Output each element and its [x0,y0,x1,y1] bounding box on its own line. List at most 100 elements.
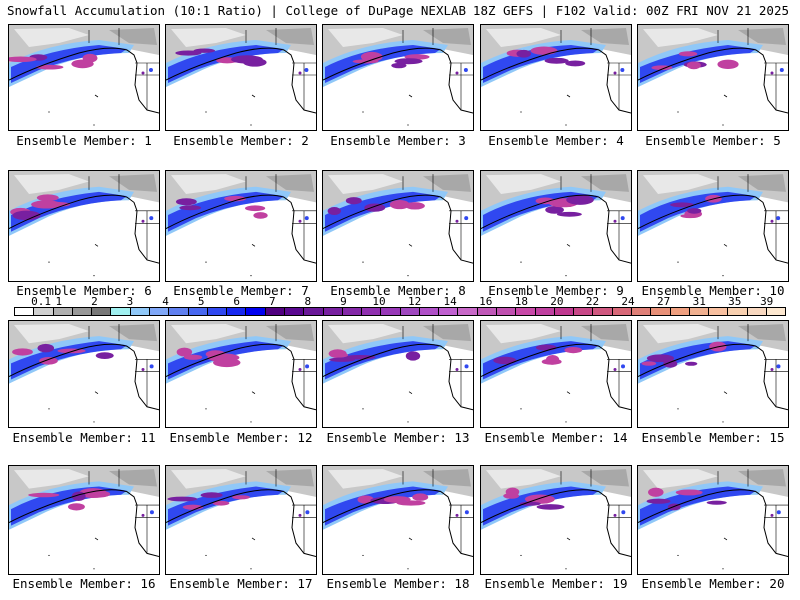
colorbar-swatch [284,308,305,315]
colorbar-tick-label: 12 [407,295,422,308]
colorbar-swatch [72,308,93,315]
snowfall-map [165,170,317,282]
snowfall-map [637,170,789,282]
colorbar-swatch [130,308,150,315]
colorbar-swatch [362,308,382,315]
colorbar-swatch [227,308,247,315]
colorbar-tick-label: 8 [304,295,312,308]
colorbar-swatch [381,308,401,315]
ensemble-member-label: Ensemble Member: 20 [641,576,785,591]
colorbar-tick-label: 14 [443,295,457,308]
colorbar-tick-label: 4 [162,295,169,308]
snowfall-map [8,465,160,575]
colorbar-swatch [458,308,478,315]
ensemble-panel-3: Ensemble Member: 3 [322,24,474,148]
colorbar-swatch [265,308,285,315]
ensemble-member-label: Ensemble Member: 5 [645,133,781,148]
snowfall-map [480,465,632,575]
ensemble-panel-12: Ensemble Member: 12 [165,320,317,445]
snowfall-map [480,24,632,131]
ensemble-panel-6: Ensemble Member: 6 [8,170,160,298]
ensemble-panel-2: Ensemble Member: 2 [165,24,317,148]
ensemble-member-label: Ensemble Member: 3 [330,133,466,148]
snowfall-map [637,465,789,575]
colorbar-swatch [670,308,690,315]
ensemble-panel-13: Ensemble Member: 13 [322,320,474,445]
colorbar-swatch [149,308,170,315]
colorbar-tick-labels: 0.1 1 2 3 4 5 6 7 8 9 10 12 14 16 18 20 22 24 27 31 35 39 [14,295,786,308]
colorbar-swatch [689,308,710,315]
ensemble-member-label: Ensemble Member: 16 [12,576,156,591]
colorbar-tick-label: 3 [126,295,134,308]
colorbar-swatch [111,308,131,315]
colorbar-swatch [477,308,498,315]
snowfall-map [322,320,474,428]
ensemble-panel-16: Ensemble Member: 16 [8,465,160,591]
ensemble-panel-5: Ensemble Member: 5 [637,24,789,148]
colorbar-tick-label: 35 [728,295,742,308]
colorbar-swatch [304,308,324,315]
snowfall-map [8,320,160,428]
ensemble-member-label: Ensemble Member: 8 [330,283,466,298]
title-left: Snowfall Accumulation (10:1 Ratio) | Col… [7,3,467,18]
colorbar-swatch [207,308,228,315]
ensemble-member-label: Ensemble Member: 13 [326,430,470,445]
ensemble-member-label: Ensemble Member: 19 [484,576,628,591]
colorbar-tick-label: 39 [760,295,774,308]
colorbar-swatch [632,308,652,315]
colorbar-tick-label: 0.1 [31,295,51,308]
colorbar-swatch [709,308,729,315]
colorbar-swatch [612,308,632,315]
colorbar-tick-label: 27 [657,295,671,308]
ensemble-panel-4: Ensemble Member: 4 [480,24,632,148]
ensemble-member-label: Ensemble Member: 14 [484,430,628,445]
colorbar-tick-label: 18 [514,295,528,308]
ensemble-member-label: Ensemble Member: 1 [16,133,152,148]
colorbar-swatch [516,308,536,315]
colorbar-swatch [554,308,575,315]
colorbar-swatch [574,308,594,315]
snowfall-map [480,320,632,428]
ensemble-panel-15: Ensemble Member: 15 [637,320,789,445]
ensemble-panel-1: Ensemble Member: 1 [4,24,160,148]
ensemble-panel-14: Ensemble Member: 14 [480,320,632,445]
ensemble-member-label: Ensemble Member: 9 [488,283,624,298]
ensemble-member-label: Ensemble Member: 17 [169,576,313,591]
snowfall-map [322,170,474,282]
ensemble-member-label: Ensemble Member: 4 [488,133,624,148]
colorbar-swatch [92,308,112,315]
ensemble-panel-8: Ensemble Member: 8 [322,170,474,298]
colorbar-tick-label: 2 [91,295,98,308]
colorbar-swatch [766,308,786,315]
ensemble-panel-17: Ensemble Member: 17 [165,465,317,591]
ensemble-member-label: Ensemble Member: 7 [173,283,309,298]
colorbar [14,307,786,316]
colorbar-swatch [728,308,748,315]
snowfall-map [165,465,317,575]
ensemble-member-label: Ensemble Member: 11 [12,430,156,445]
colorbar-swatch [497,308,517,315]
snowfall-map [8,170,160,282]
snowfall-map [4,24,160,131]
colorbar-tick-label: 16 [479,295,493,308]
colorbar-swatch [169,308,189,315]
ensemble-panel-20: Ensemble Member: 20 [637,465,789,591]
ensemble-panel-10: Ensemble Member: 10 [637,170,789,298]
colorbar-swatch [593,308,613,315]
colorbar-swatch [747,308,767,315]
colorbar-tick-label: 6 [233,295,241,308]
snowfall-map [637,24,789,131]
ensemble-member-label: Ensemble Member: 15 [641,430,785,445]
colorbar-swatch [246,308,266,315]
snowfall-map [480,170,632,282]
colorbar-tick-label: 9 [340,295,347,308]
snowfall-map [322,24,474,131]
ensemble-panel-19: Ensemble Member: 19 [480,465,632,591]
colorbar-tick-label: 7 [268,295,276,308]
colorbar-swatch [34,308,54,315]
colorbar-tick-label: 24 [621,295,635,308]
colorbar-swatch [323,308,343,315]
colorbar-tick-label: 10 [372,295,386,308]
colorbar-swatch [400,308,420,315]
ensemble-member-label: Ensemble Member: 10 [641,283,785,298]
